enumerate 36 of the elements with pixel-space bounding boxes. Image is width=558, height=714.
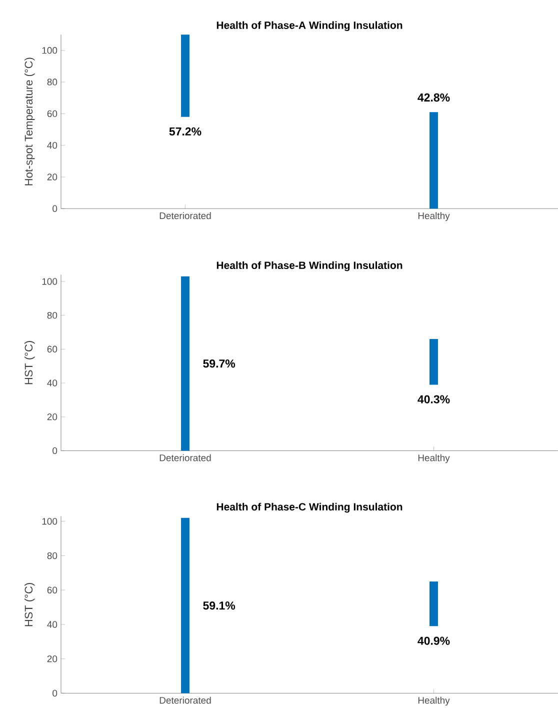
- y-tick-label: 0: [52, 205, 58, 212]
- y-tick-label: 100: [42, 518, 58, 525]
- y-tick-label: 100: [42, 47, 58, 54]
- y-tick-label: 60: [47, 586, 58, 594]
- chart-title: Health of Phase-A Winding Insulation: [216, 21, 402, 32]
- chart-title: Health of Phase-B Winding Insulation: [216, 261, 402, 272]
- y-tick-label: 40: [47, 142, 58, 149]
- y-tick-label: 60: [47, 346, 58, 353]
- y-axis-title: HST (°C): [24, 583, 35, 626]
- annotation: 59.1%: [203, 601, 236, 610]
- x-tick-label: Healthy: [418, 696, 450, 706]
- x-tick-label: Deteriorated: [160, 696, 211, 704]
- y-tick-label: 40: [47, 380, 58, 386]
- annotation: 40.3%: [418, 395, 450, 404]
- y-axis-title: Hot-spot Temperature (°C): [24, 58, 35, 186]
- annotation: 59.7%: [203, 359, 236, 368]
- x-tick-label: Deteriorated: [160, 454, 211, 462]
- annotation: 40.9%: [418, 636, 450, 645]
- y-tick-label: 0: [52, 690, 58, 697]
- y-tick-label: 60: [47, 110, 58, 118]
- y-tick-label: 0: [52, 447, 58, 454]
- x-tick-label: Healthy: [418, 454, 450, 464]
- y-tick-label: 40: [47, 621, 58, 628]
- chart-title: Health of Phase-C Winding Insulation: [216, 502, 402, 513]
- x-tick-label: Healthy: [418, 212, 450, 221]
- annotation: 57.2%: [169, 127, 202, 136]
- y-tick-label: 80: [47, 78, 58, 86]
- y-tick-label: 80: [47, 312, 58, 319]
- y-tick-label: 20: [47, 413, 58, 420]
- y-tick-label: 100: [42, 278, 58, 285]
- y-axis-title: HST (°C): [24, 341, 35, 384]
- x-tick-label: Deteriorated: [160, 212, 211, 220]
- y-tick-label: 20: [47, 174, 58, 180]
- annotation: 42.8%: [418, 93, 450, 102]
- y-tick-label: 80: [47, 552, 58, 560]
- y-tick-label: 20: [47, 655, 58, 662]
